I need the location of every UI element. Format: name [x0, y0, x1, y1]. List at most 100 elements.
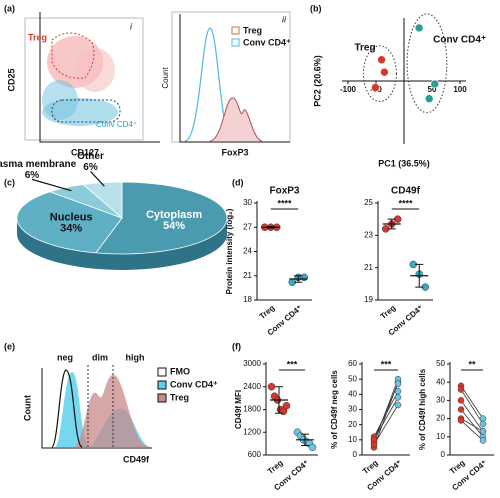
y-tick-label: 2400 — [243, 382, 261, 391]
pair-line — [460, 409, 484, 438]
y-tick-label: 20 — [348, 420, 357, 429]
point — [380, 67, 389, 77]
legend-label: FMO — [170, 366, 190, 376]
y-tick-label: 30 — [436, 396, 445, 405]
series-label: Treg — [354, 42, 375, 53]
panel-label: (b) — [310, 3, 322, 13]
y-tick-label: 0 — [441, 450, 446, 459]
pie-slice — [16, 191, 123, 254]
axis — [39, 12, 160, 143]
point — [430, 79, 440, 89]
x-tick-label: -100 — [340, 85, 357, 94]
axis-label: Count — [22, 395, 32, 421]
point — [479, 420, 487, 428]
point — [394, 401, 402, 409]
point — [457, 397, 465, 404]
panel-label: (e) — [4, 341, 15, 351]
y-axis-label: % of CD49f high cells — [418, 368, 427, 450]
point — [479, 415, 487, 422]
pair-line — [460, 385, 484, 419]
point — [457, 386, 465, 393]
y-tick-label: 10 — [348, 435, 357, 444]
error-bar — [301, 433, 309, 447]
slice-value: 54% — [163, 220, 185, 232]
pair-line — [373, 404, 399, 445]
axis-label: CD49f — [123, 454, 150, 464]
x-tick-label: Treg — [379, 303, 398, 321]
gate-label: neg — [57, 352, 73, 362]
slice-label: Other — [77, 151, 104, 162]
legend-swatch — [231, 26, 240, 35]
label-arrow — [31, 178, 72, 192]
pie-slice — [95, 181, 228, 255]
y-tick-label: 1200 — [243, 427, 261, 436]
point — [308, 443, 317, 452]
axis — [449, 362, 494, 456]
point — [371, 83, 380, 92]
population — [75, 48, 115, 92]
error-bar — [294, 275, 303, 283]
legend-label: Treg — [170, 392, 189, 402]
y-tick-label: 0 — [353, 450, 358, 459]
slice-label: Nucleus — [50, 211, 93, 223]
y-axis-label: CD49f MFI — [234, 390, 243, 429]
legend-swatch — [157, 393, 167, 403]
y-tick-label: 60 — [348, 359, 357, 368]
y-tick-label: 20 — [436, 414, 445, 423]
x-tick-label: Treg — [266, 458, 285, 476]
histogram-curve — [51, 369, 83, 448]
gate-label: Treg — [28, 32, 47, 42]
axis-label: CD25 — [6, 68, 16, 91]
axis — [361, 362, 410, 456]
chart-title: FoxP3 — [269, 186, 299, 197]
y-tick-label: 30 — [243, 198, 252, 207]
pair-line — [460, 418, 484, 432]
significance-label: *** — [381, 359, 392, 369]
plot-label: ii — [282, 14, 287, 24]
panel-label: (f) — [232, 341, 241, 351]
x-tick-label: Treg — [258, 303, 277, 321]
y-tick-label: 24 — [243, 247, 252, 256]
axis-label: Count — [161, 67, 170, 89]
cd49f-histogram: neg dim high FMO Conv CD4⁺ Treg Count CD… — [22, 352, 218, 464]
gate-label: Conv CD4⁺ — [96, 120, 137, 129]
plot-label: i — [130, 21, 133, 31]
y-tick-label: 40 — [348, 389, 357, 398]
error-bar — [275, 386, 283, 414]
flow-plot: i Treg Conv CD4⁺ CD25 CD127 — [6, 12, 160, 157]
y-tick-label: 30 — [348, 405, 357, 414]
foxp3-histogram: ii Treg Conv CD4⁺ Count FoxP3 — [161, 11, 291, 157]
gate-label: dim — [92, 352, 108, 362]
axis — [179, 14, 290, 143]
legend-label: Conv CD4⁺ — [170, 379, 218, 389]
error-bar — [266, 225, 275, 229]
pair-line — [460, 400, 484, 432]
axis-label: FoxP3 — [221, 147, 248, 157]
axis — [256, 201, 312, 301]
series-label: Conv CD4⁺ — [433, 35, 486, 46]
y-tick-label: 21 — [364, 263, 373, 272]
slice-label: Plasma membrane — [0, 159, 77, 170]
gate-label: high — [126, 352, 145, 362]
significance-label: **** — [398, 198, 413, 208]
slice-value: 34% — [60, 222, 82, 234]
y-tick-label: 50 — [348, 374, 357, 383]
point — [394, 394, 402, 401]
legend-swatch — [157, 367, 167, 377]
panel-label: (d) — [232, 177, 244, 187]
panel-label: (c) — [4, 177, 15, 187]
chart-title: CD49f — [391, 186, 421, 197]
error-bar — [415, 263, 424, 288]
panel-label: (a) — [4, 3, 15, 13]
point — [370, 441, 378, 448]
legend-label: Treg — [243, 25, 262, 35]
point — [394, 380, 402, 387]
pie-slice — [82, 181, 123, 219]
cluster-outline — [362, 45, 397, 102]
y-tick-label: 27 — [243, 222, 252, 231]
point — [282, 401, 291, 410]
legend-swatch — [231, 38, 240, 47]
gate — [51, 99, 121, 123]
label-arrow — [90, 171, 105, 187]
legend-swatch — [157, 380, 167, 390]
